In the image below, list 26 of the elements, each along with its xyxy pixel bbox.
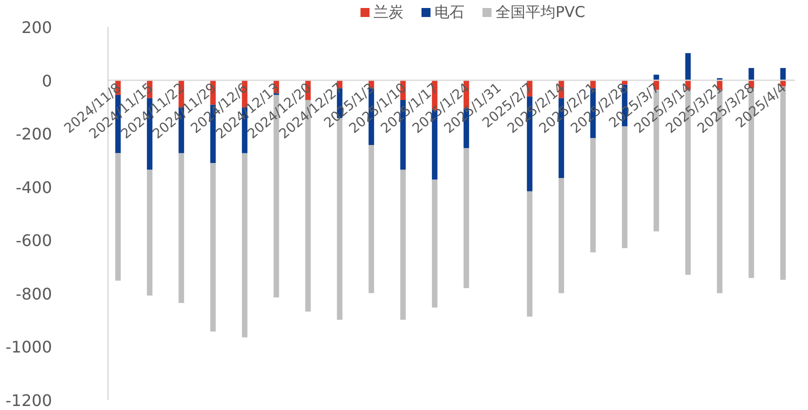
y-tick-label: -600: [16, 231, 52, 250]
bar: [400, 170, 406, 320]
bar: [748, 68, 754, 80]
bar: [368, 145, 374, 294]
y-tick-label: -1000: [6, 338, 52, 357]
bar: [242, 153, 248, 338]
legend-label: 全国平均PVC: [496, 3, 586, 21]
bar: [526, 191, 532, 317]
bar: [464, 148, 470, 288]
y-tick-label: -400: [16, 178, 52, 197]
y-tick-label: -1200: [6, 391, 52, 410]
y-tick-label: -800: [16, 284, 52, 304]
bar: [178, 153, 184, 304]
y-tick-label: -200: [16, 124, 52, 144]
bar: [146, 170, 152, 296]
bar: [590, 138, 596, 252]
bar: [558, 178, 564, 294]
y-tick-label: 0: [42, 71, 52, 90]
bar: [432, 180, 438, 308]
bar: [115, 153, 121, 281]
bar: [685, 53, 691, 80]
legend-label: 电石: [434, 3, 464, 21]
y-tick-label: 200: [21, 18, 52, 37]
bar: [210, 163, 216, 332]
bar: [780, 68, 786, 80]
legend-label: 兰炭: [374, 3, 404, 21]
